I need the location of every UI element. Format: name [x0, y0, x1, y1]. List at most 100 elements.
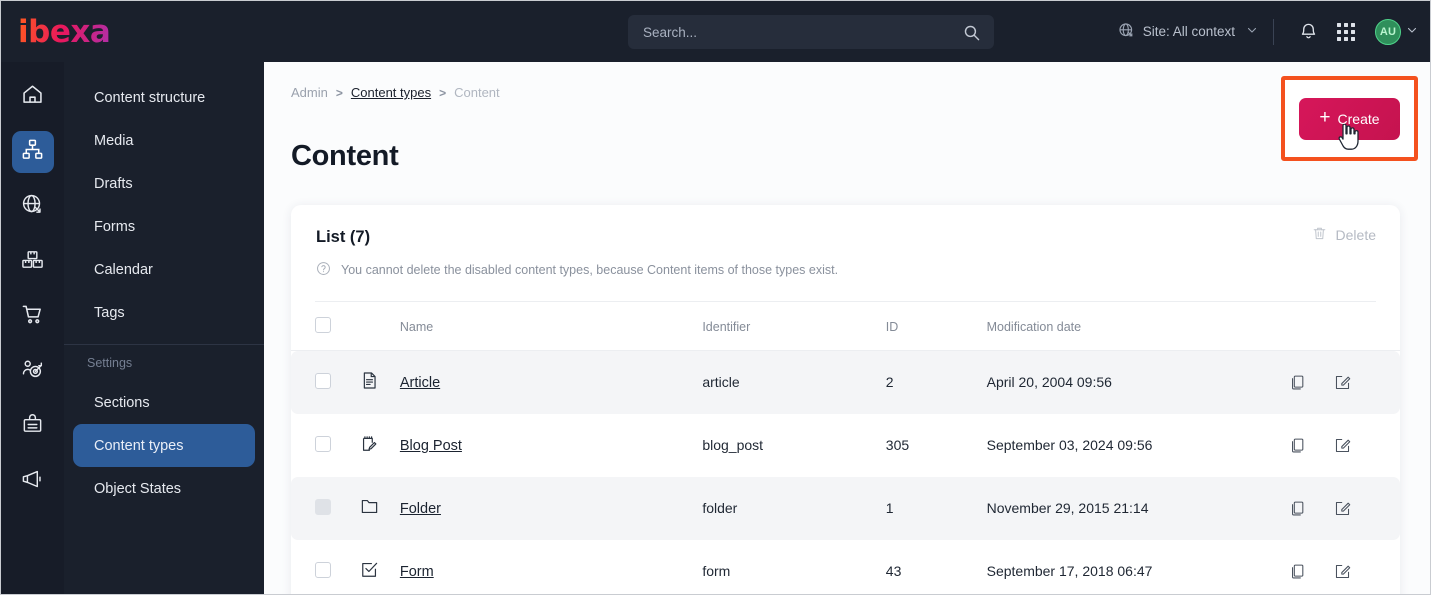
rail-item-products[interactable]	[12, 241, 54, 283]
globe-site-icon	[21, 193, 44, 221]
checkbox-form-icon	[360, 562, 379, 582]
primary-nav-rail	[1, 62, 64, 594]
sidebar-item-tags[interactable]: Tags	[73, 291, 255, 334]
user-menu[interactable]: AU	[1375, 18, 1418, 45]
avatar[interactable]: AU	[1375, 18, 1401, 45]
copy-icon[interactable]	[1289, 374, 1306, 391]
breadcrumb-item-content-types[interactable]: Content types	[350, 85, 432, 100]
row-checkbox[interactable]	[315, 435, 331, 452]
row-select-cell	[291, 414, 360, 477]
row-id-cell: 2	[885, 350, 987, 414]
global-search[interactable]	[628, 15, 994, 49]
table-row[interactable]: Folder folder 1 November 29, 2015 21:14	[291, 476, 1400, 540]
rail-item-home[interactable]	[12, 76, 54, 118]
table-row[interactable]: Blog Post blog_post 305 September 03, 20…	[291, 414, 1400, 477]
rail-item-site[interactable]	[12, 186, 54, 228]
card-divider	[315, 301, 1376, 302]
create-button-label: Create	[1337, 110, 1380, 127]
rail-item-customers[interactable]	[12, 406, 54, 448]
row-name-cell: Form	[400, 540, 702, 595]
delete-button-label: Delete	[1335, 227, 1376, 243]
sidebar-item-forms[interactable]: Forms	[73, 205, 255, 248]
plus-icon: +	[1319, 107, 1331, 128]
list-note-text: You cannot delete the disabled content t…	[341, 263, 839, 277]
content-type-link[interactable]: Blog Post	[399, 437, 462, 454]
sidebar-item-label: Drafts	[94, 175, 133, 192]
row-identifier-cell: article	[702, 350, 886, 414]
sidebar-section-label: Settings	[87, 356, 133, 370]
target-marketing-icon	[21, 358, 44, 386]
breadcrumb-item-admin[interactable]: Admin	[291, 85, 328, 100]
globe-icon	[1118, 22, 1135, 42]
edit-pencil-icon[interactable]	[1334, 563, 1351, 580]
row-modification-date-cell: September 17, 2018 06:47	[986, 563, 1153, 579]
row-identifier-cell: form	[702, 563, 731, 579]
table-header: Name Identifier ID Modification date	[291, 302, 1400, 351]
copy-icon[interactable]	[1289, 500, 1306, 517]
row-id-cell: 43	[885, 563, 902, 579]
chevron-down-icon	[1246, 24, 1258, 39]
blog-post-icon	[360, 436, 379, 456]
rail-item-campaigns[interactable]	[12, 461, 54, 503]
page-scrollbar[interactable]	[1421, 62, 1430, 594]
sidebar-item-content-structure[interactable]: Content structure	[73, 76, 255, 119]
content-type-link[interactable]: Form	[399, 563, 434, 580]
row-type-icon-cell	[359, 350, 400, 414]
row-select-cell	[291, 540, 360, 595]
site-context-label: Site: All context	[1142, 24, 1235, 39]
toolbar-divider	[1273, 18, 1274, 45]
row-checkbox[interactable]	[315, 561, 331, 578]
rail-item-content-structure[interactable]	[11, 131, 54, 173]
row-modification-date-cell: November 29, 2015 21:14	[986, 476, 1290, 540]
row-actions-cell	[1289, 350, 1400, 414]
table-row[interactable]: Article article 2 April 20, 2004 09:56	[291, 350, 1400, 414]
table-body: Article article 2 April 20, 2004 09:56	[291, 350, 1400, 595]
home-icon	[21, 83, 44, 111]
row-modification-date-cell: September 03, 2024 09:56	[986, 437, 1153, 453]
edit-pencil-icon[interactable]	[1334, 374, 1351, 391]
table-row[interactable]: Form form 43 September 17, 2018 06:47	[291, 540, 1400, 595]
row-name-cell: Article	[399, 350, 703, 414]
search-input[interactable]	[628, 24, 963, 40]
row-checkbox[interactable]	[315, 372, 331, 389]
sidebar-item-label: Content types	[94, 437, 184, 454]
sidebar-item-calendar[interactable]: Calendar	[73, 248, 255, 291]
content-type-link[interactable]: Article	[399, 374, 441, 391]
sidebar-item-label: Object States	[94, 480, 182, 497]
sidebar-item-drafts[interactable]: Drafts	[73, 162, 255, 205]
rail-item-marketing[interactable]	[12, 351, 54, 393]
top-bar-right: Site: All context	[1118, 1, 1418, 62]
bell-icon[interactable]	[1294, 18, 1322, 46]
sidebar-item-sections[interactable]: Sections	[73, 381, 255, 424]
row-type-icon-cell	[360, 414, 400, 477]
table-header-row: Name Identifier ID Modification date	[291, 302, 1400, 351]
edit-pencil-icon[interactable]	[1334, 500, 1351, 517]
sidebar-item-content-types[interactable]: Content types	[73, 424, 255, 467]
breadcrumb-item-content: Content	[454, 85, 500, 100]
row-checkbox-disabled	[315, 498, 331, 515]
grid-apps-icon[interactable]	[1332, 18, 1360, 46]
rail-item-cart[interactable]	[12, 296, 54, 338]
column-name: Name	[399, 302, 703, 351]
site-context-selector[interactable]: Site: All context	[1118, 22, 1258, 42]
column-modification-date: Modification date	[986, 302, 1290, 351]
chevron-down-icon	[1406, 23, 1418, 41]
main-content: Admin > Content types > Content Content …	[264, 62, 1430, 595]
cart-icon	[21, 303, 44, 331]
content-type-link[interactable]: Folder	[399, 500, 441, 517]
top-bar: ibexa Site: All context	[1, 1, 1430, 62]
copy-icon[interactable]	[1289, 563, 1306, 580]
copy-icon[interactable]	[1289, 437, 1306, 454]
row-id-cell: 1	[885, 476, 987, 540]
search-icon[interactable]	[963, 24, 980, 41]
sidebar-item-object-states[interactable]: Object States	[73, 467, 255, 510]
list-title: List (7)	[316, 228, 371, 246]
sidebar-item-media[interactable]: Media	[73, 119, 255, 162]
select-all-checkbox[interactable]	[315, 317, 331, 333]
sidebar-item-label: Calendar	[94, 261, 153, 278]
ibexa-logo[interactable]: ibexa	[18, 13, 111, 50]
edit-pencil-icon[interactable]	[1334, 437, 1351, 454]
delete-button[interactable]: Delete	[1312, 226, 1376, 244]
sidebar-item-label: Forms	[94, 218, 136, 235]
